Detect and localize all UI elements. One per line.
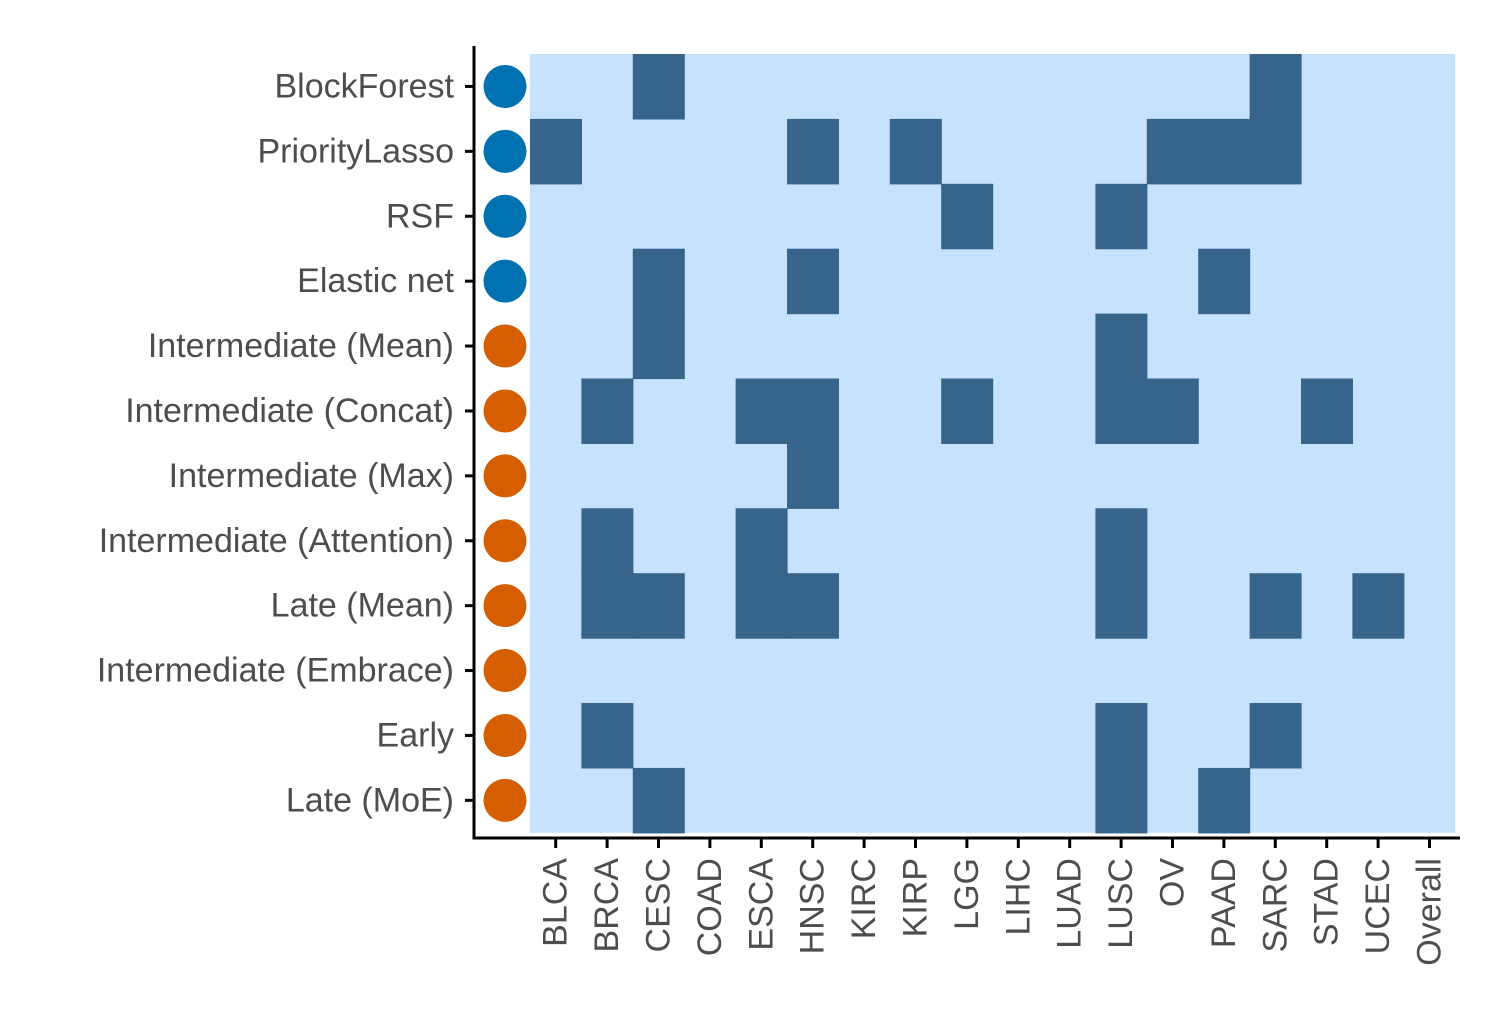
heatmap-cell-lgg-row-2	[941, 183, 994, 250]
x-tick-label: PAAD	[1205, 858, 1243, 948]
heatmap-cell-sarc-row-0	[1249, 54, 1302, 120]
heatmap-cell-paad-row-3	[1198, 248, 1251, 315]
x-tick-label: BRCA	[588, 858, 626, 953]
y-tick-label: Late (Mean)	[271, 587, 454, 625]
method-dot-7	[483, 519, 527, 563]
method-dot-4	[483, 324, 527, 368]
heatmap-cells	[530, 54, 1456, 834]
heatmap-cell-ov-row-1	[1146, 118, 1199, 185]
x-tick-label: CESC	[640, 858, 678, 952]
x-tick-label: KIRC	[845, 858, 883, 939]
x-tick-label: UCEC	[1359, 858, 1397, 954]
heatmap-cell-cesc-row-8	[632, 573, 685, 639]
y-tick-label: RSF	[386, 197, 454, 235]
heatmap-cell-lusc-row-8	[1095, 573, 1148, 639]
heatmap-cell-lusc-row-11	[1095, 767, 1148, 834]
heatmap-cell-hnsc-row-1	[787, 118, 839, 185]
x-tick-label: KIRP	[897, 858, 935, 937]
method-dot-5	[483, 389, 527, 433]
heatmap-cell-brca-row-10	[581, 703, 634, 769]
heatmap-cell-esca-row-5	[735, 378, 788, 444]
x-tick-label: LIHC	[999, 858, 1037, 935]
y-tick-label: Intermediate (Embrace)	[97, 652, 454, 690]
x-tick-label: LUSC	[1102, 858, 1140, 949]
x-tick-label: COAD	[691, 858, 729, 956]
y-axis: BlockForest PriorityLasso RSF Elastic net In…	[97, 46, 476, 840]
heatmap-cell-sarc-row-1	[1249, 118, 1302, 185]
y-tick-label: Late (MoE)	[286, 781, 454, 819]
heatmap-cell-esca-row-8	[735, 573, 788, 639]
method-dot-8	[483, 584, 527, 628]
heatmap-cell-kirp-row-1	[889, 118, 942, 185]
heatmap-cell-stad-row-5	[1301, 378, 1353, 444]
heatmap-cell-cesc-row-4	[632, 313, 685, 380]
heatmap-cell-lusc-row-10	[1095, 703, 1148, 769]
method-dot-11	[483, 778, 527, 822]
x-tick-label: LGG	[948, 858, 986, 930]
x-tick-label: HNSC	[794, 858, 832, 954]
method-dot-2	[483, 194, 527, 238]
heatmap-cell-cesc-row-3	[632, 248, 685, 315]
method-dot-10	[483, 713, 527, 757]
heatmap-cell-brca-row-8	[581, 573, 634, 639]
x-tick-label: STAD	[1308, 858, 1346, 946]
heatmap-cell-hnsc-row-5	[787, 378, 839, 444]
heatmap-cell-ucec-row-8	[1352, 573, 1405, 639]
y-tick-label: BlockForest	[275, 67, 455, 105]
heatmap-cell-lusc-row-5	[1095, 378, 1148, 444]
heatmap-cell-lgg-row-5	[941, 378, 994, 444]
heatmap-cell-hnsc-row-6	[787, 443, 839, 509]
y-tick-label: Elastic net	[297, 262, 454, 300]
heatmap-cell-lusc-row-2	[1095, 183, 1148, 250]
heatmap-cell-lusc-row-7	[1095, 508, 1148, 574]
x-tick-label: LUAD	[1051, 858, 1089, 949]
heatmap-cell-cesc-row-11	[632, 767, 685, 834]
heatmap-cell-sarc-row-8	[1249, 573, 1302, 639]
heatmap-cell-hnsc-row-3	[787, 248, 839, 315]
heatmap-cell-brca-row-5	[581, 378, 634, 444]
heatmap-cell-paad-row-11	[1198, 767, 1251, 834]
method-dot-1	[483, 129, 527, 173]
x-axis: BLCA BRCA CESC COAD ESCA HNSC KIRC KIRP LGG LIHC L…	[472, 836, 1460, 966]
y-tick-label: Intermediate (Concat)	[125, 392, 454, 430]
y-tick-label: PriorityLasso	[257, 132, 454, 170]
heatmap-cell-blca-row-1	[530, 118, 582, 185]
y-tick-label: Intermediate (Max)	[169, 457, 454, 495]
method-dot-3	[483, 259, 527, 303]
y-tick-label: Intermediate (Mean)	[148, 327, 454, 365]
method-dot-0	[483, 64, 527, 108]
method-group-dots	[483, 64, 527, 822]
heatmap-cell-ov-row-5	[1146, 378, 1199, 444]
method-dot-9	[483, 649, 527, 693]
x-tick-label: SARC	[1256, 858, 1294, 952]
y-tick-label: Intermediate (Attention)	[99, 522, 454, 560]
heatmap-cell-sarc-row-10	[1249, 703, 1302, 769]
x-tick-label: OV	[1154, 858, 1192, 907]
heatmap-cell-brca-row-7	[581, 508, 634, 574]
heatmap-cell-hnsc-row-8	[787, 573, 839, 639]
heatmap-cell-paad-row-1	[1198, 118, 1251, 185]
y-tick-label: Early	[377, 716, 454, 754]
x-tick-label: ESCA	[742, 858, 780, 951]
heatmap-cell-cesc-row-0	[632, 54, 685, 120]
heatmap-cell-lusc-row-4	[1095, 313, 1148, 380]
x-tick-label: Overall	[1411, 858, 1449, 966]
x-tick-label: BLCA	[537, 858, 575, 947]
heatmap-cell-esca-row-7	[735, 508, 788, 574]
method-dot-6	[483, 454, 527, 498]
